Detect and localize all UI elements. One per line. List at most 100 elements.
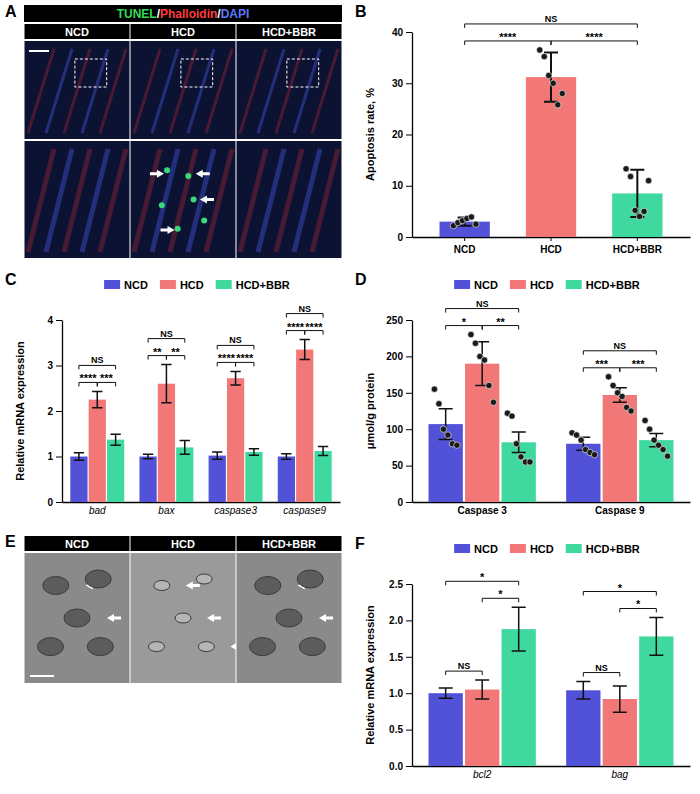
significance-bracket [217,345,254,349]
x-tick: bcl2 [473,766,492,780]
bar [566,444,600,502]
y-tick: 50 [392,460,412,471]
error-bar [512,607,526,651]
data-point [486,382,492,388]
bar [227,378,244,502]
error-bar [281,454,291,459]
bar [245,452,262,502]
significance-label: ** [153,346,162,358]
y-tick-label: 200 [386,351,403,362]
significance-label: * [480,571,485,583]
y-tick-mark [56,502,62,503]
data-point [472,340,478,346]
legend-label: HCD [180,279,204,291]
significance-bracket [286,314,323,318]
x-axis: NCD HCD HCD+BBR [413,237,691,255]
x-axis-line [63,502,341,503]
significance-label: **** [499,31,517,43]
x-tick: bax [158,502,175,516]
chart-panel: C01234badbaxcaspase3caspase9************… [5,271,341,516]
y-tick-mark [406,657,412,658]
panel-label: E [5,533,16,550]
mitochondrion [85,570,111,588]
y-tick-label: 30 [392,78,404,89]
y-axis: 050100150200250 [386,315,412,508]
bar [429,693,463,766]
y-tick-label: 2.5 [389,579,403,590]
significance-label: *** [100,372,114,384]
legend-label: NCD [474,279,498,291]
plot: 010203040NCDHCDHCD+BBR********NS [392,14,691,255]
y-axis-line [412,321,413,503]
y-tick-label: 10 [392,180,404,191]
mitochondrion [175,613,191,623]
significance-label: * [636,598,641,610]
error-bar [161,365,171,403]
bar [89,400,106,502]
significance-label: NS [91,355,104,365]
chart-panel: D050100150200250Caspase 3Caspase 9******… [355,271,691,516]
y-tick: 0.0 [389,761,412,772]
x-tick: HCD+BBR [613,237,663,255]
data-point [431,386,437,392]
y-tick-mark [406,186,412,187]
bar [176,447,193,502]
bar [314,451,331,502]
y-axis: 01234 [47,315,62,508]
x-tick-label: HCD+BBR [613,244,663,255]
x-tick: Caspase 3 [457,502,507,516]
bar [70,457,87,503]
y-tick-label: 1.0 [389,688,403,699]
y-tick: 0.5 [389,724,412,735]
legend-swatch [104,280,120,289]
column-header: NCD [65,26,89,38]
legend-swatch [160,280,176,289]
y-tick-mark [406,320,412,321]
error-bar [576,682,590,699]
chart-panel: B010203040NCDHCDHCD+BBR********NSApoptos… [355,3,691,255]
y-tick-label: 0.5 [389,724,403,735]
x-tick: HCD [540,237,562,255]
significance-label: **** [586,31,604,43]
x-tick-mark [637,237,638,241]
error-bar [318,446,328,455]
column-header: HCD [171,538,195,550]
error-bar [230,371,240,385]
column-header: HCD+BBR [262,26,316,38]
mitochondrion [87,638,113,656]
legend-swatch [566,544,582,553]
significance-label: NS [160,329,173,339]
data-point [646,426,652,432]
y-tick-mark [406,466,412,467]
y-tick: 40 [392,27,412,38]
arrow [196,170,210,178]
data-point [445,432,451,438]
data-point [619,393,625,399]
data-point [468,331,474,337]
x-tick: NCD [454,237,476,255]
tunel-cell [175,226,181,232]
mitochondrion [198,642,214,652]
legend-label: HCD+BBR [236,279,290,291]
y-tick-label: 100 [386,424,403,435]
data-point [642,417,648,423]
legend-swatch [566,280,582,289]
y-tick: 250 [386,315,412,326]
micrograph [131,41,236,139]
data-point [627,173,633,179]
y-axis: 0.00.51.01.52.02.5 [389,579,412,772]
marks [429,331,674,502]
mitochondrion [297,570,323,588]
y-tick: 100 [386,424,412,435]
x-tick-mark [464,237,465,241]
scale-bar [30,675,54,677]
significance-label: * [462,316,467,328]
error-bar [439,409,453,440]
mitochondrion [299,638,325,656]
plot: 050100150200250Caspase 3Caspase 9*******… [386,299,690,517]
significance-label: **** [80,372,98,384]
panel-label: D [355,271,367,288]
x-tick-label: bax [158,505,175,516]
x-tick-label: bad [89,505,106,516]
plot: 01234badbaxcaspase3caspase9*************… [47,304,340,517]
